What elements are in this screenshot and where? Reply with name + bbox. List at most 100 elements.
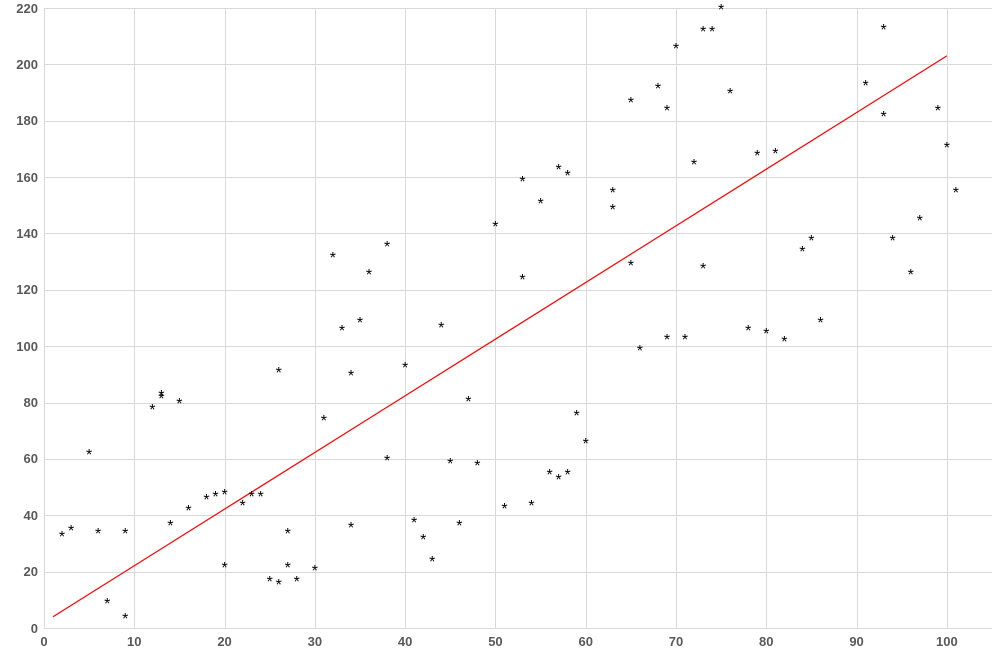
data-point: * (808, 234, 814, 250)
gridline-v (586, 8, 587, 628)
data-point: * (158, 389, 164, 405)
data-point: * (953, 186, 959, 202)
y-tick-label: 20 (24, 564, 38, 579)
data-point: * (465, 395, 471, 411)
gridline-h (44, 8, 992, 9)
data-point: * (221, 488, 227, 504)
data-point: * (167, 519, 173, 535)
data-point: * (718, 3, 724, 19)
gridline-h (44, 290, 992, 291)
data-point: * (700, 25, 706, 41)
data-point: * (519, 273, 525, 289)
data-point: * (537, 197, 543, 213)
gridline-v (134, 8, 135, 628)
y-tick-label: 0 (31, 621, 38, 636)
data-point: * (881, 110, 887, 126)
data-point: * (610, 186, 616, 202)
data-point: * (411, 516, 417, 532)
data-point: * (610, 203, 616, 219)
data-point: * (556, 473, 562, 489)
y-tick-label: 100 (16, 339, 38, 354)
data-point: * (330, 251, 336, 267)
gridline-v (225, 8, 226, 628)
data-point: * (673, 42, 679, 58)
data-point: * (862, 79, 868, 95)
data-point: * (935, 104, 941, 120)
data-point: * (122, 527, 128, 543)
scatter-chart: ****************************************… (0, 0, 1000, 660)
data-point: * (890, 234, 896, 250)
gridline-h (44, 346, 992, 347)
data-point: * (709, 25, 715, 41)
data-point: * (348, 369, 354, 385)
data-point: * (691, 158, 697, 174)
data-point: * (944, 141, 950, 157)
x-tick-label: 30 (308, 634, 322, 649)
gridline-h (44, 233, 992, 234)
data-point: * (474, 459, 480, 475)
x-tick-label: 80 (759, 634, 773, 649)
data-point: * (682, 333, 688, 349)
data-point: * (357, 316, 363, 332)
data-point: * (240, 499, 246, 515)
y-tick-label: 220 (16, 1, 38, 16)
data-point: * (546, 468, 552, 484)
data-point: * (565, 169, 571, 185)
gridline-v (857, 8, 858, 628)
data-point: * (258, 490, 264, 506)
data-point: * (221, 561, 227, 577)
gridline-h (44, 628, 992, 629)
data-point: * (122, 612, 128, 628)
data-point: * (528, 499, 534, 515)
data-point: * (772, 147, 778, 163)
data-point: * (59, 530, 65, 546)
x-tick-label: 90 (849, 634, 863, 649)
data-point: * (881, 23, 887, 39)
x-tick-label: 40 (398, 634, 412, 649)
data-point: * (285, 561, 291, 577)
x-tick-label: 0 (40, 634, 47, 649)
data-point: * (754, 149, 760, 165)
data-point: * (799, 245, 805, 261)
data-point: * (492, 220, 498, 236)
data-point: * (637, 344, 643, 360)
gridline-v (405, 8, 406, 628)
data-point: * (366, 268, 372, 284)
data-point: * (86, 448, 92, 464)
gridline-v (947, 8, 948, 628)
data-point: * (574, 409, 580, 425)
y-tick-label: 80 (24, 395, 38, 410)
gridline-v (44, 8, 45, 628)
y-tick-label: 160 (16, 170, 38, 185)
trendline (44, 8, 992, 628)
data-point: * (519, 175, 525, 191)
data-point: * (267, 575, 273, 591)
gridline-h (44, 459, 992, 460)
data-point: * (321, 414, 327, 430)
data-point: * (104, 597, 110, 613)
data-point: * (727, 87, 733, 103)
y-tick-label: 180 (16, 113, 38, 128)
data-point: * (249, 490, 255, 506)
y-tick-label: 140 (16, 226, 38, 241)
x-tick-label: 70 (669, 634, 683, 649)
data-point: * (817, 316, 823, 332)
gridline-v (495, 8, 496, 628)
gridline-v (315, 8, 316, 628)
data-point: * (384, 454, 390, 470)
data-point: * (745, 324, 751, 340)
data-point: * (285, 527, 291, 543)
x-tick-label: 60 (578, 634, 592, 649)
data-point: * (456, 519, 462, 535)
plot-area: ****************************************… (44, 8, 992, 628)
data-point: * (908, 268, 914, 284)
data-point: * (501, 502, 507, 518)
gridline-v (766, 8, 767, 628)
gridline-h (44, 64, 992, 65)
y-tick-label: 40 (24, 508, 38, 523)
data-point: * (565, 468, 571, 484)
data-point: * (655, 82, 661, 98)
data-point: * (312, 564, 318, 580)
gridline-h (44, 403, 992, 404)
data-point: * (95, 527, 101, 543)
